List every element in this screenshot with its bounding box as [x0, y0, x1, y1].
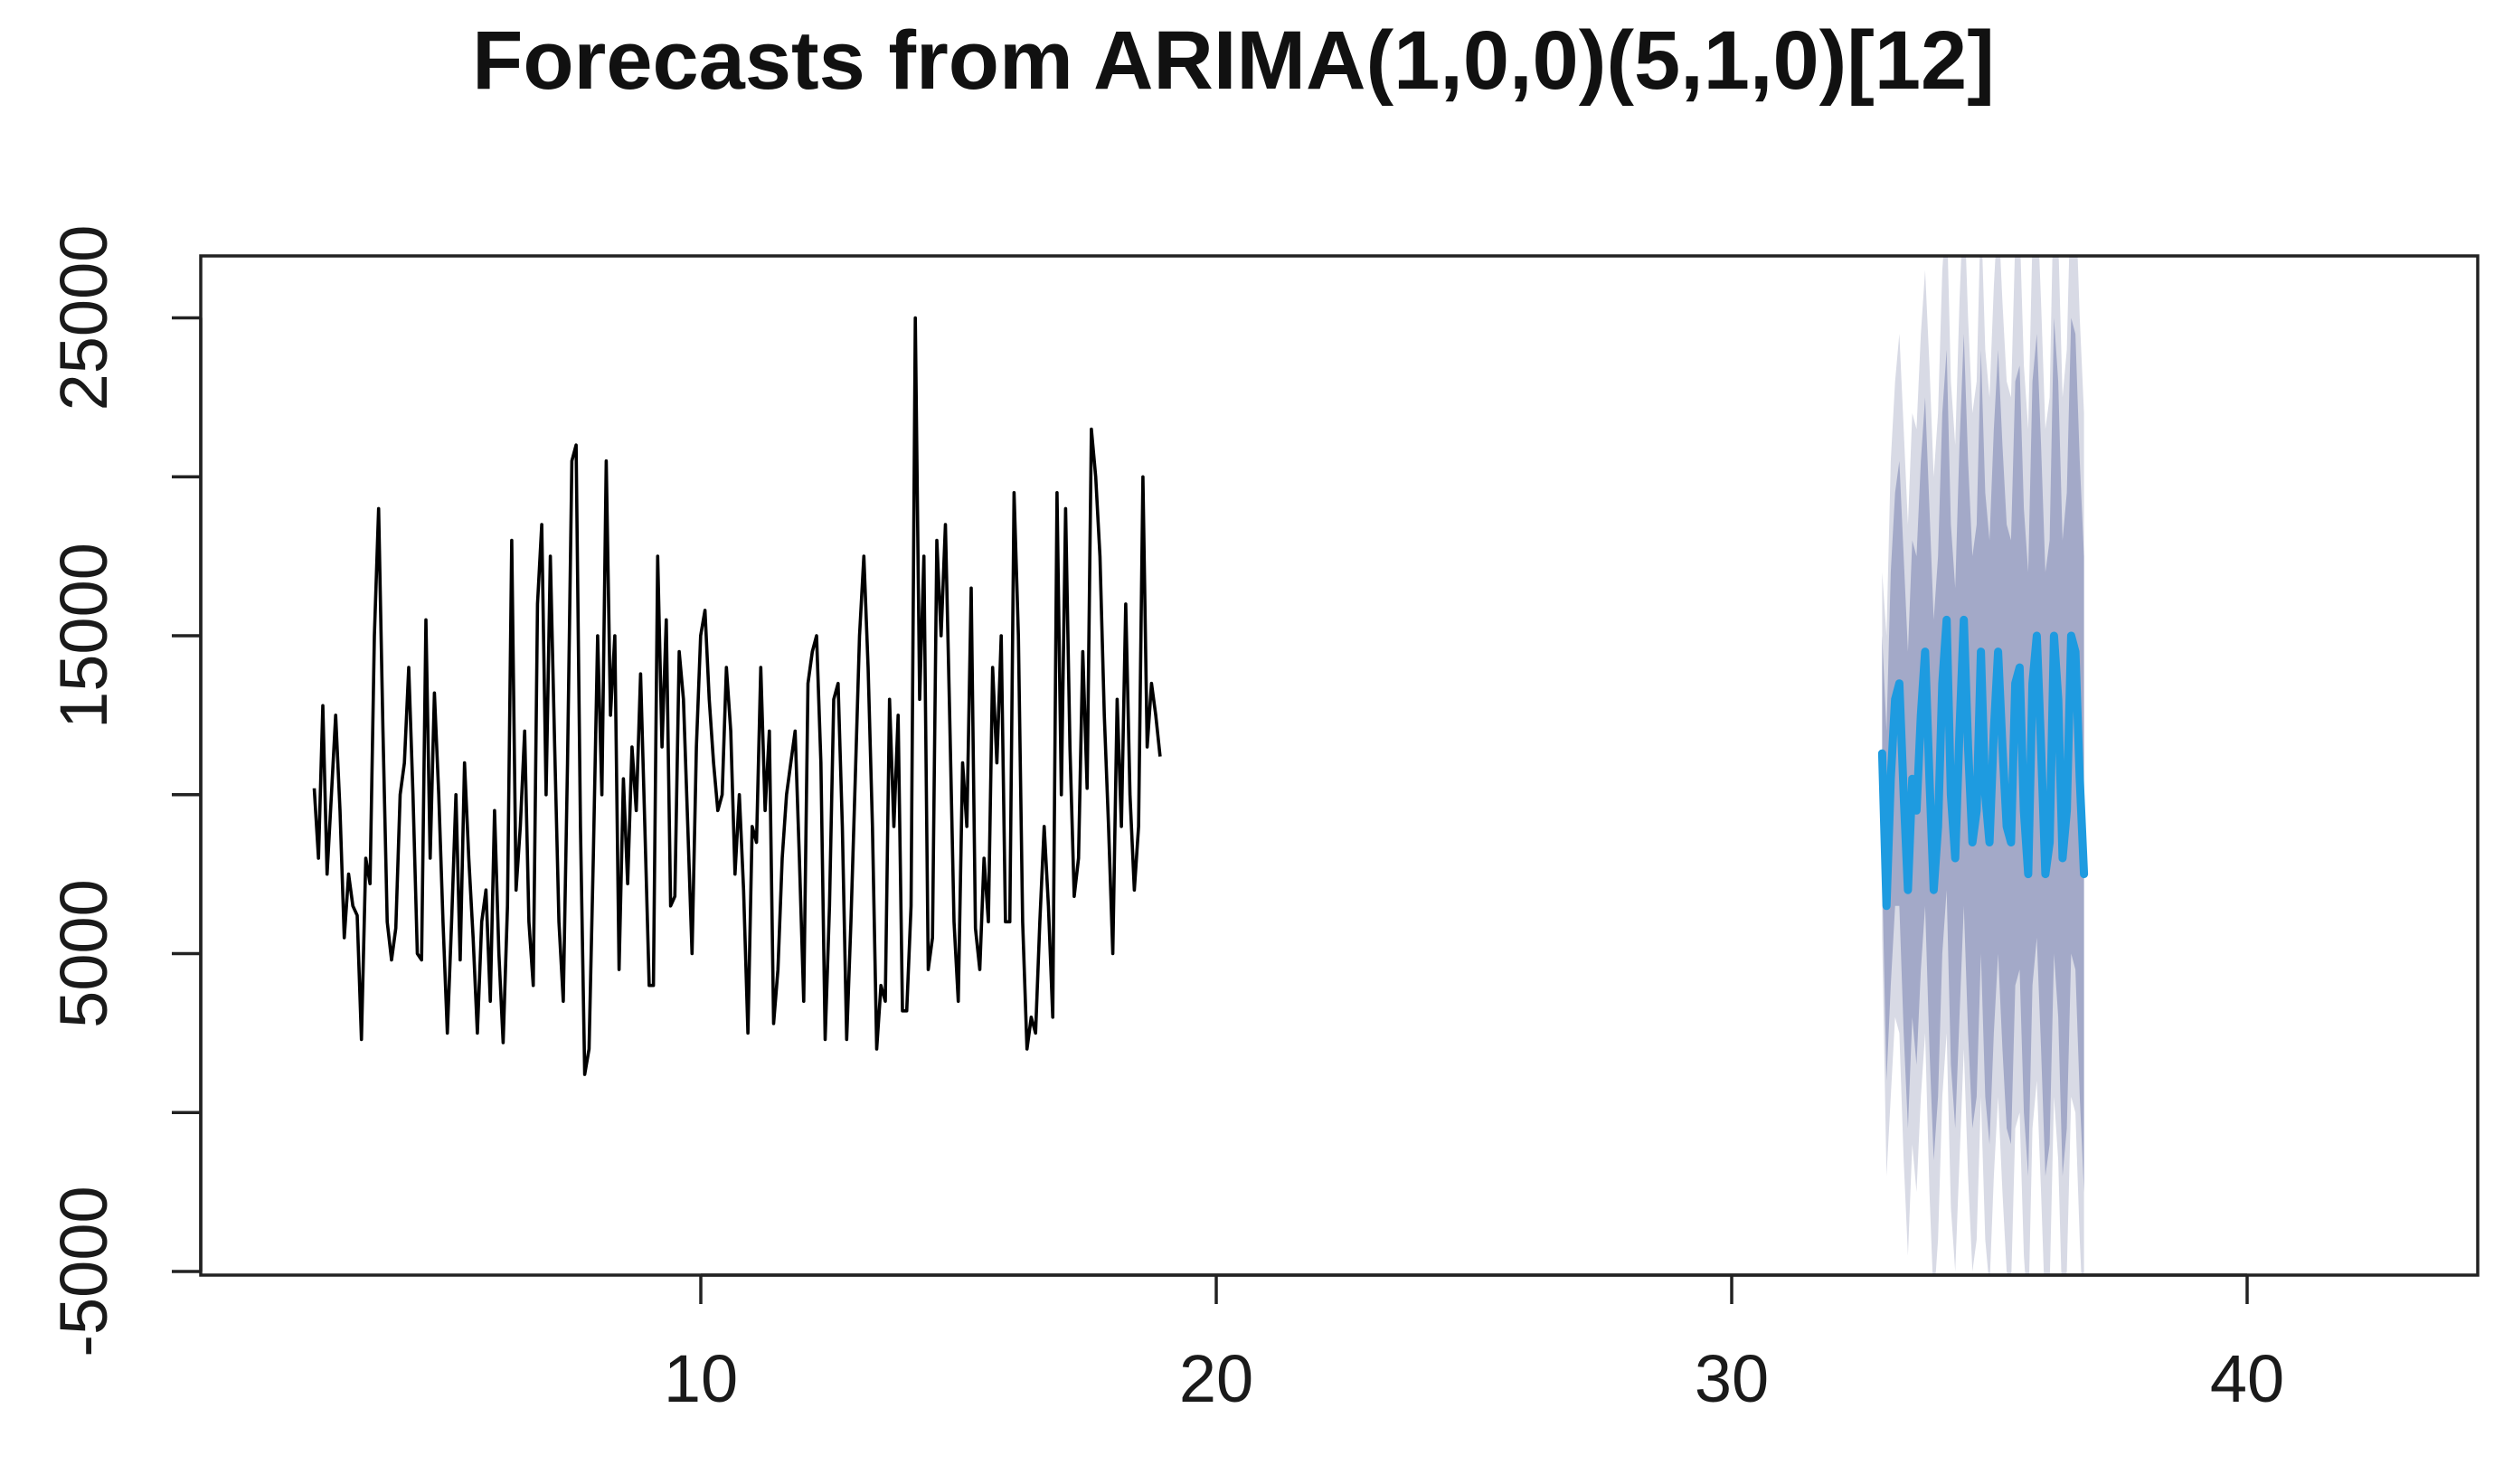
y-tick-label: 15000: [46, 543, 121, 729]
x-tick-label: 30: [1695, 1341, 1769, 1416]
y-tick-label: -5000: [46, 1186, 121, 1356]
x-tick-label: 10: [664, 1341, 738, 1416]
y-tick-label: 5000: [46, 879, 121, 1028]
plot-area: [312, 256, 2089, 1275]
axes: 10 20 30 40 -5000 5000 15000 25000: [46, 225, 2284, 1416]
x-tick-label: 40: [2210, 1341, 2284, 1416]
chart-title: Forecasts from ARIMA(1,0,0)(5,1,0)[12]: [472, 14, 1995, 107]
forecast-mean-line: [1877, 615, 2089, 911]
y-tick-label: 25000: [46, 225, 121, 411]
plot-frame: [199, 254, 2480, 1277]
observed-series-line: [312, 316, 1162, 1076]
x-tick-label: 20: [1179, 1341, 1253, 1416]
